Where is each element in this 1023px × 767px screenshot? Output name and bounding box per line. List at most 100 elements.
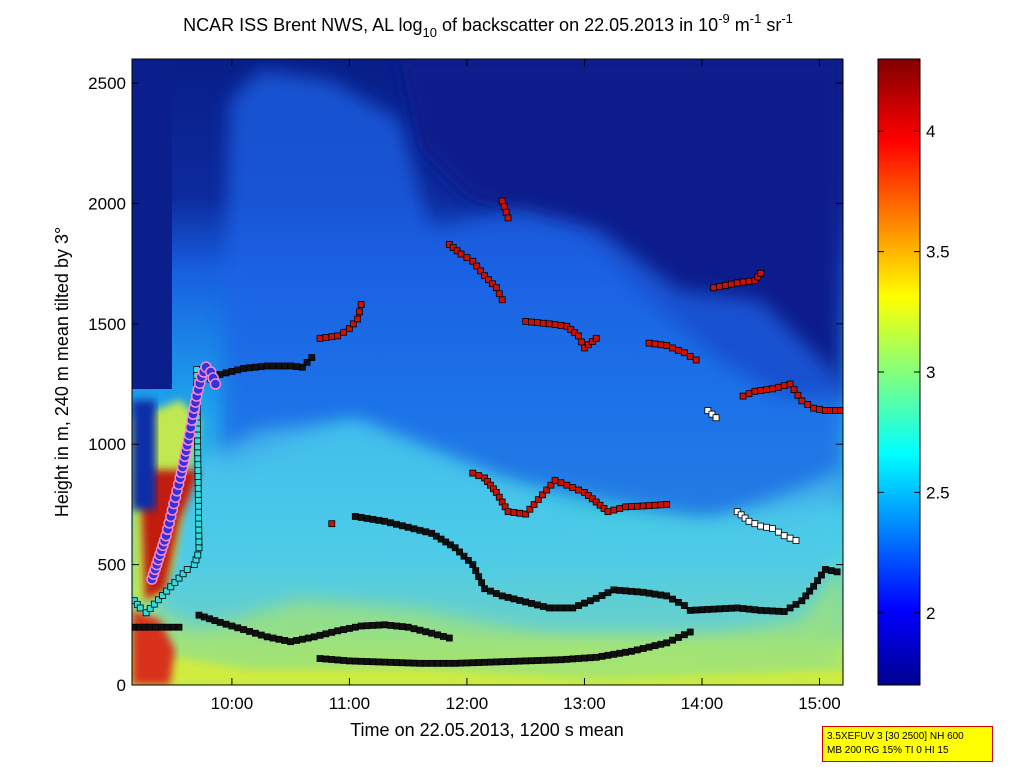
marker-s1-6-3 (351, 623, 359, 631)
marker-s3-8-3 (539, 603, 547, 610)
marker-s0-3-0 (175, 623, 183, 631)
marker-s11-11-2 (657, 501, 665, 509)
marker-s18-2-7 (171, 579, 179, 586)
marker-s13-2-2 (745, 277, 753, 285)
colorbar-tick-label-3: 3.5 (926, 243, 950, 262)
marker-s14-0-1 (745, 390, 753, 398)
marker-s2-5-2 (498, 658, 506, 666)
marker-s11-10-1 (628, 503, 635, 510)
marker-s2-3-0 (416, 659, 424, 667)
marker-s11-9-1 (610, 506, 618, 514)
plot-frame (131, 58, 844, 686)
marker-s14-3-0 (786, 380, 794, 388)
marker-s3-0-1 (357, 514, 365, 521)
marker-s3-6-2 (492, 590, 500, 597)
marker-s1-11-0 (445, 634, 453, 642)
marker-s11-6-3 (569, 484, 577, 491)
marker-s2-5-3 (504, 658, 512, 665)
marker-s4-0-3 (704, 606, 712, 613)
marker-s9-0-2 (534, 319, 541, 327)
marker-s2-7-2 (569, 655, 577, 663)
marker-s14-1-1 (757, 387, 765, 394)
marker-s18-6-1 (195, 538, 203, 546)
marker-s10-2-0 (680, 349, 688, 357)
marker-s2-4-0 (451, 659, 459, 667)
marker-s4-0-0 (686, 606, 694, 614)
marker-s6-2-0 (346, 325, 353, 333)
marker-s2-8-1 (598, 652, 606, 660)
marker-s11-5-6 (547, 481, 555, 489)
marker-s18-6-14 (194, 461, 202, 469)
marker-s2-0-2 (328, 656, 336, 663)
marker-s7-3-1 (485, 276, 492, 284)
marker-s11-11-0 (645, 502, 653, 510)
marker-s4-6-2 (818, 571, 825, 579)
marker-s3-12-1 (616, 586, 624, 594)
marker-s1-4-3 (304, 634, 312, 642)
marker-s16-1-1 (751, 520, 759, 528)
marker-s18-6-2 (195, 532, 203, 540)
marker-s3-4-0 (451, 544, 459, 552)
marker-s10-0-2 (657, 341, 665, 349)
marker-s9-3-0 (575, 332, 582, 340)
marker-s11-9-2 (616, 505, 624, 512)
marker-s4-3-2 (769, 607, 776, 615)
marker-s3-11-0 (592, 594, 600, 602)
marker-s4-3-3 (774, 607, 782, 615)
marker-s2-9-3 (645, 643, 653, 651)
marker-s3-8-2 (534, 601, 541, 609)
marker-s18-6-12 (194, 473, 202, 480)
marker-s4-7-0 (821, 566, 829, 573)
marker-s3-9-3 (563, 604, 571, 612)
marker-s16-3-1 (774, 528, 782, 536)
marker-s3-6-0 (481, 585, 488, 593)
marker-s5-4-0 (287, 362, 295, 370)
marker-s5-2-1 (246, 364, 253, 372)
marker-s2-3-4 (440, 659, 447, 667)
marker-s1-2-3 (257, 631, 265, 639)
marker-s18-6-3 (195, 526, 203, 534)
marker-s1-1-1 (222, 620, 230, 628)
marker-s18-6-10 (194, 484, 202, 492)
marker-s19-14-0 (209, 378, 222, 390)
marker-s3-12-4 (633, 588, 641, 596)
marker-s1-2-2 (251, 629, 259, 637)
y-tick-label-0: 0 (117, 676, 126, 695)
marker-s1-5-3 (328, 628, 336, 636)
marker-s10-1-1 (669, 344, 676, 352)
marker-s18-6-0 (195, 544, 203, 552)
marker-s11-10-3 (639, 502, 647, 510)
marker-s0-1-0 (146, 623, 154, 631)
x-axis-label: Time on 22.05.2013, 1200 s mean (350, 720, 624, 740)
marker-s18-2-0 (142, 609, 150, 617)
marker-s9-0-0 (522, 318, 530, 325)
marker-s2-5-1 (492, 658, 500, 666)
marker-s18-2-3 (155, 596, 162, 604)
marker-s3-5-0 (469, 561, 477, 569)
marker-s13-1-1 (727, 280, 735, 288)
y-tick-label-1: 500 (98, 556, 126, 575)
marker-layer (132, 197, 843, 667)
marker-s3-11-1 (598, 592, 606, 599)
marker-s2-8-4 (616, 649, 624, 657)
marker-s5-3-3 (281, 362, 289, 370)
marker-s2-4-4 (475, 659, 483, 666)
marker-s1-10-1 (434, 631, 441, 639)
marker-s1-7-2 (369, 622, 377, 629)
marker-s18-2-8 (175, 574, 183, 582)
marker-s10-0-0 (645, 339, 653, 347)
marker-s4-2-3 (751, 606, 759, 614)
marker-s3-14-1 (669, 595, 676, 603)
marker-s1-7-0 (357, 622, 365, 630)
marker-s4-0-2 (698, 606, 706, 614)
marker-s1-4-2 (299, 635, 306, 643)
marker-s14-2-2 (780, 382, 788, 390)
marker-s13-2-0 (733, 279, 741, 287)
marker-s1-8-2 (393, 622, 400, 630)
marker-s2-9-2 (639, 645, 647, 652)
marker-s14-3-2 (794, 391, 802, 399)
marker-s2-8-0 (592, 653, 600, 661)
y-tick-label-5: 2500 (88, 74, 126, 93)
marker-s1-5-1 (316, 631, 324, 639)
marker-s12-0-0 (328, 520, 336, 528)
